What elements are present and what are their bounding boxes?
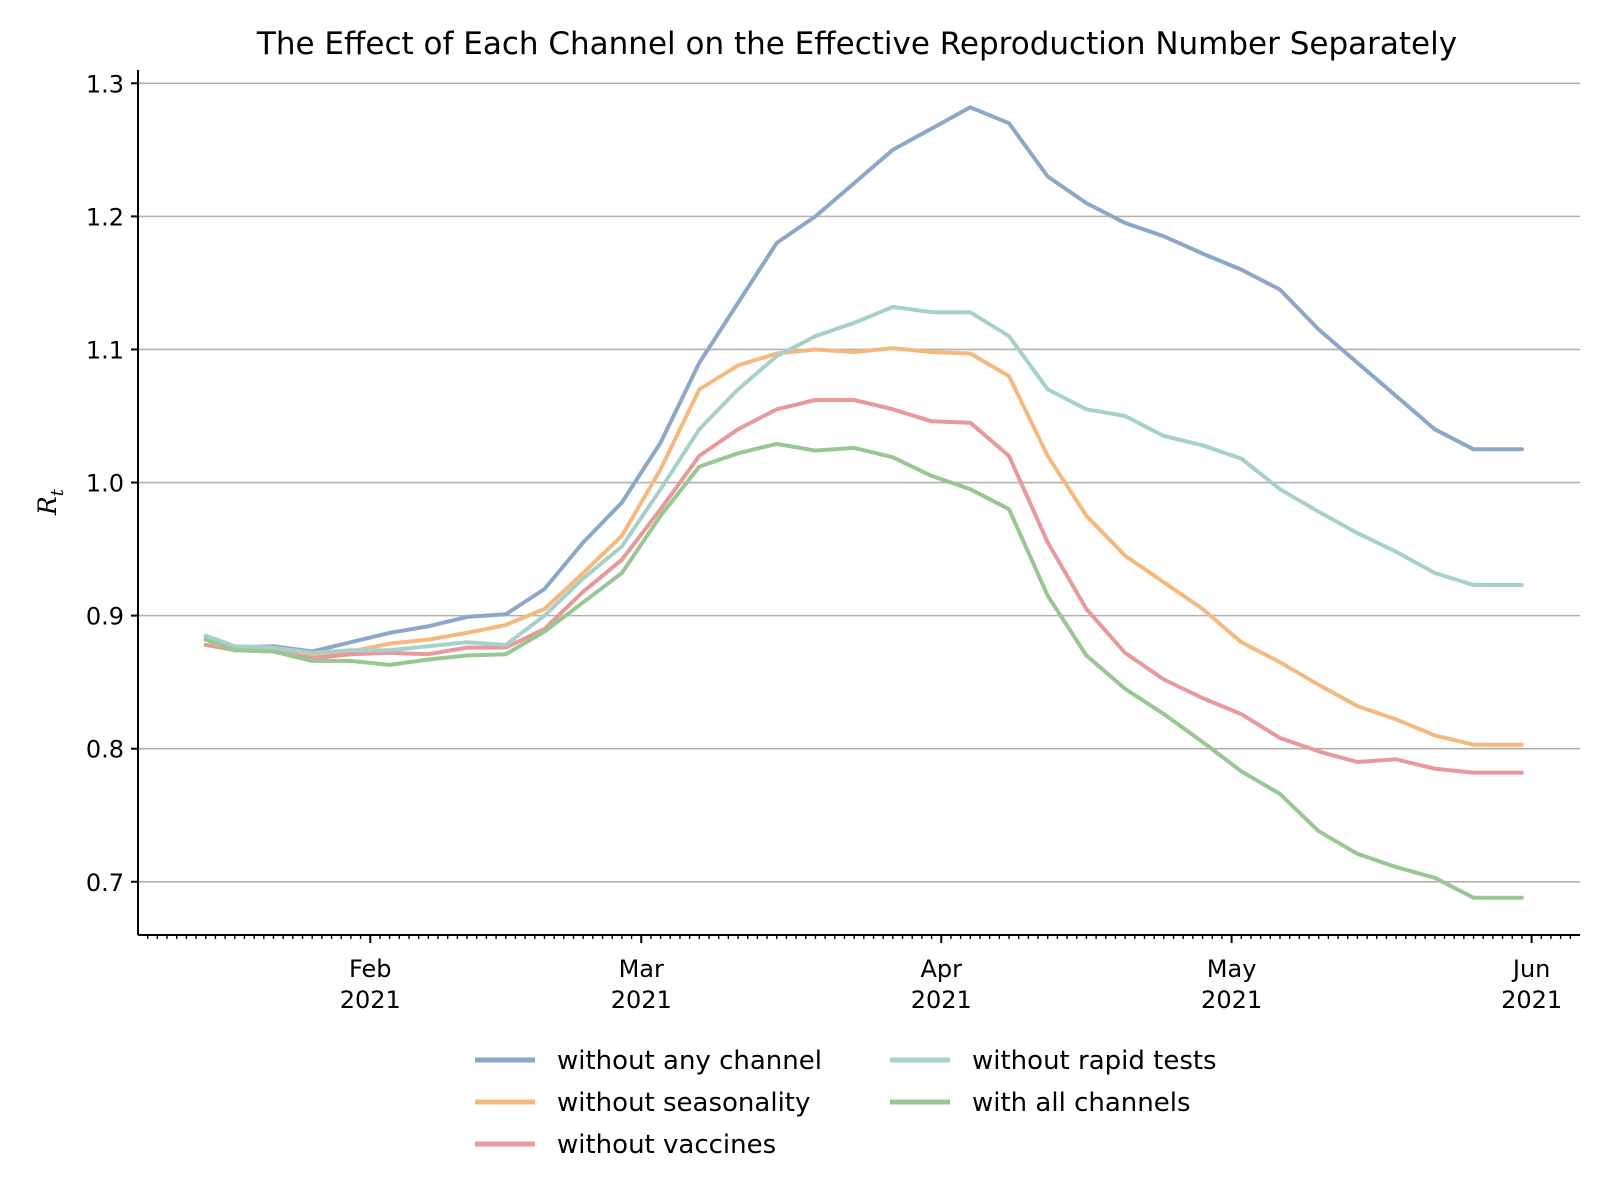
y-tick-label: 1.0 (86, 470, 124, 498)
x-tick-label-month: Apr (920, 955, 962, 983)
series-line-without-rapid-tests (203, 304, 1524, 655)
x-tick-label-year: 2021 (340, 986, 401, 1014)
y-ticks: 0.7 0.8 0.9 1.0 1.1 1.2 1.3 (86, 70, 138, 897)
x-tick-label-month: Jun (1511, 955, 1551, 983)
series-line-with-all-channels (203, 441, 1524, 900)
y-tick-label: 0.8 (86, 736, 124, 764)
x-tick-label-year: 2021 (1501, 986, 1562, 1014)
y-tick-label: 0.9 (86, 603, 124, 631)
x-tick-label-year: 2021 (1201, 986, 1262, 1014)
legend-label-without-vaccines: without vaccines (557, 1130, 776, 1160)
y-axis-label-main: R (33, 496, 62, 516)
legend-label-with-all-channels: with all channels (972, 1088, 1191, 1118)
x-tick-label-month: Mar (619, 955, 664, 983)
legend-label-without-any-channel: without any channel (557, 1046, 822, 1076)
series-line-without-any-channel (203, 105, 1524, 654)
y-tick-label: 1.2 (86, 203, 124, 231)
legend: without any channel without seasonality wi… (475, 1046, 1217, 1160)
y-tick-label: 1.1 (86, 336, 124, 364)
chart-title: The Effect of Each Channel on the Effect… (256, 26, 1457, 62)
legend-label-without-rapid-tests: without rapid tests (972, 1046, 1217, 1076)
series-line-without-vaccines (203, 398, 1524, 775)
y-tick-label: 1.3 (86, 70, 124, 98)
x-tick-label-month: May (1207, 955, 1257, 983)
y-tick-label: 0.7 (86, 869, 124, 897)
y-axis-label: Rt (33, 488, 68, 516)
series-lines (203, 105, 1524, 900)
x-tick-label-year: 2021 (911, 986, 972, 1014)
x-tick-label-month: Feb (349, 955, 392, 983)
legend-label-without-seasonality: without seasonality (557, 1088, 810, 1118)
x-tick-label-year: 2021 (611, 986, 672, 1014)
y-axis-label-subscript: t (47, 488, 68, 496)
grid-lines (138, 82, 1580, 883)
series-line-without-seasonality (203, 346, 1524, 747)
x-ticks: Feb 2021 Mar 2021 Apr 2021 May 2021 Jun 2021 (146, 935, 1572, 1014)
